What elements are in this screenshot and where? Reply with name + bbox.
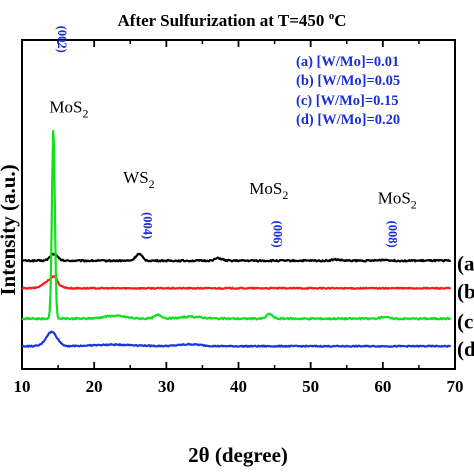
series-label-2: (b xyxy=(457,279,474,303)
annotation-layer: MoS2 WS2 MoS2 MoS2 (002) (004) (006) (008) xyxy=(49,26,416,248)
legend-entry-a: (a) [W/Mo]=0.01 xyxy=(296,54,399,70)
tick-layer: 10 20 30 40 50 60 70 xyxy=(14,40,464,396)
miller-index-label: (008) xyxy=(385,221,399,248)
x-tick-label: 60 xyxy=(374,377,391,396)
x-tick-label: 70 xyxy=(447,377,464,396)
legend-entry-c: (c) [W/Mo]=0.15 xyxy=(296,93,398,109)
chart-title: After Sulfurization at T=450 oC xyxy=(118,10,347,30)
x-tick-label: 50 xyxy=(302,377,319,396)
x-tick-label: 40 xyxy=(230,377,247,396)
miller-index-label: (004) xyxy=(141,212,155,239)
series-label-3: (c xyxy=(457,310,473,334)
y-axis-label: Intensity (a.u.) xyxy=(0,164,20,295)
legend: (a) [W/Mo]=0.01 (b) [W/Mo]=0.05 (c) [W/M… xyxy=(296,54,400,128)
series-line-4 xyxy=(21,330,452,348)
legend-entry-d: (d) [W/Mo]=0.20 xyxy=(296,112,400,128)
x-axis-label: 2θ (degree) xyxy=(188,443,288,467)
series-label-1: (a xyxy=(457,252,474,276)
x-tick-label: 10 xyxy=(14,377,31,396)
miller-index-label: (006) xyxy=(271,221,285,248)
series-line-3 xyxy=(21,129,452,321)
series-line-1 xyxy=(21,252,452,263)
x-tick-label: 20 xyxy=(86,377,103,396)
series-layer: (a (b (c (d xyxy=(21,129,474,361)
miller-index-label: (002) xyxy=(55,26,69,53)
series-line-2 xyxy=(21,275,452,290)
phase-annotation: MoS2 xyxy=(49,98,88,121)
phase-annotation: MoS2 xyxy=(378,189,417,212)
phase-annotation: WS2 xyxy=(123,168,155,191)
phase-annotation: MoS2 xyxy=(249,179,288,202)
x-tick-label: 30 xyxy=(158,377,175,396)
series-label-4: (d xyxy=(457,337,474,361)
legend-entry-b: (b) [W/Mo]=0.05 xyxy=(296,73,400,89)
